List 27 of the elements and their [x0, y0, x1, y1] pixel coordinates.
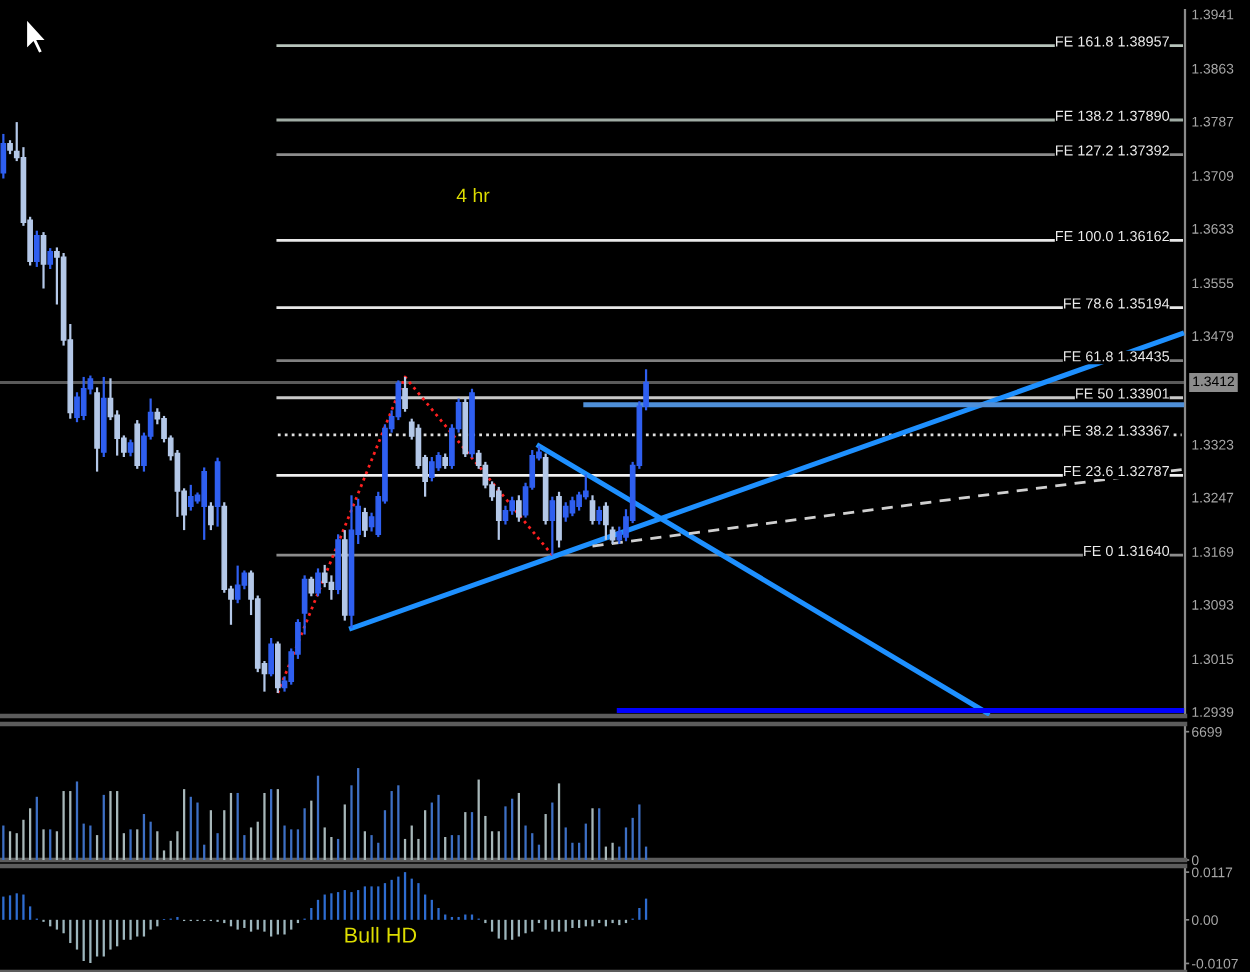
candlestick	[502, 504, 509, 526]
candlestick	[402, 375, 408, 413]
candlestick	[596, 505, 603, 526]
candlestick	[187, 483, 194, 512]
candlestick	[201, 466, 208, 541]
candlestick	[234, 564, 241, 605]
candlestick	[562, 501, 569, 523]
candlestick	[315, 567, 321, 598]
annotation: Bull HD	[345, 926, 417, 943]
candlestick	[495, 485, 502, 541]
candlestick	[80, 375, 87, 422]
candlestick	[603, 501, 609, 541]
candlestick	[134, 418, 141, 470]
candlestick	[556, 490, 562, 549]
candlestick	[33, 229, 40, 269]
candlestick	[516, 494, 522, 523]
candlestick	[268, 636, 274, 678]
candlestick	[549, 495, 556, 557]
candlestick	[428, 455, 435, 483]
annotation: 4 hr	[456, 188, 490, 203]
candlestick	[589, 494, 596, 526]
candlestick	[362, 506, 368, 539]
candlestick	[208, 501, 214, 532]
candlestick	[47, 247, 54, 271]
candlestick	[0, 132, 7, 180]
candlestick	[308, 575, 315, 598]
candlestick	[275, 640, 281, 695]
